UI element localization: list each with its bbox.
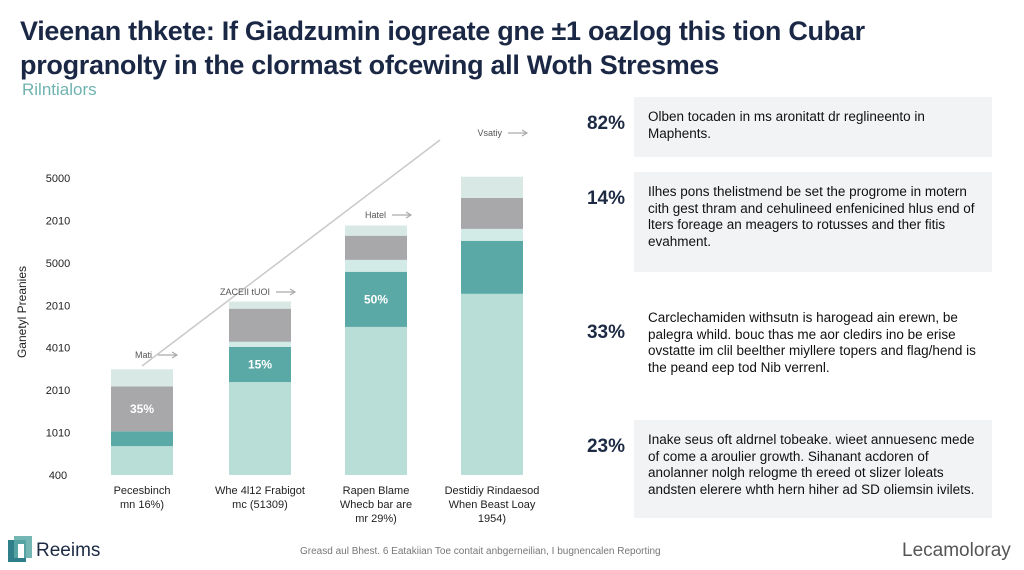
bar-segment xyxy=(345,271,407,327)
annotation-arrowhead xyxy=(289,288,297,296)
bar-segment xyxy=(229,301,291,309)
x-tick-label: Pecesbinch mn 16%) xyxy=(113,485,171,511)
bar-segment xyxy=(461,228,523,241)
panel-text: Inake seus oft aldrnel tobeake. wieet an… xyxy=(634,420,992,518)
y-tick-label: 1010 xyxy=(46,428,70,440)
y-tick-label: 2010 xyxy=(46,300,70,312)
panel-text: Ilhes pons thelistmend be set the progro… xyxy=(634,172,992,272)
footer-logo: Reeims xyxy=(36,540,101,561)
y-tick-label: 5000 xyxy=(46,258,70,270)
annotation-arrowhead xyxy=(521,129,529,137)
y-tick-label: 5000 xyxy=(46,173,70,185)
annotation-arrowhead xyxy=(171,351,179,359)
panel-percent: 33% xyxy=(586,322,625,343)
annotation: Mati xyxy=(135,350,152,360)
x-tick-label: Destidiy Rindaesod When Beast Loay 1954) xyxy=(444,485,540,525)
y-tick-label: 4010 xyxy=(46,343,70,355)
bar-segment xyxy=(461,197,523,229)
subtitle: Rilntialors xyxy=(22,80,97,99)
trend-line xyxy=(141,139,441,367)
bar-segment xyxy=(229,346,291,383)
footer-note: Greasd aul Bhest. 6 Eatakiian Toe contai… xyxy=(300,546,661,557)
panel-text: Carclechamiden withsutn is harogead ain … xyxy=(648,310,976,375)
panel-percent: 82% xyxy=(586,113,625,134)
x-tick-label: Whe 4l12 Frabigot mc (51309) xyxy=(215,485,305,511)
bar-segment xyxy=(111,446,173,475)
bar-label: 35% xyxy=(130,402,154,416)
y-tick-label: 400 xyxy=(49,470,67,482)
y-axis-label: Ganetyl Preanies xyxy=(15,266,29,358)
annotation: Hatel xyxy=(365,210,386,220)
bar-segment xyxy=(229,382,291,475)
x-tick-label: Rapen Blame Whecb bar are mr 29%) xyxy=(339,485,413,525)
bar-segment xyxy=(229,341,291,347)
annotation: Vsatiy xyxy=(477,128,502,138)
annotation: ZACEII tUOI xyxy=(220,287,270,297)
bar-segment xyxy=(345,225,407,236)
bar-segment xyxy=(345,259,407,272)
chart: Ganetyl Preanies 400 1010 2010 4010 2010 5000… xyxy=(15,128,529,482)
logo-icon xyxy=(8,536,32,562)
bar-segment xyxy=(111,431,173,447)
bar-segment xyxy=(111,386,173,432)
y-tick-label: 2010 xyxy=(46,385,70,397)
bar-segment xyxy=(111,369,173,387)
bar-segment xyxy=(345,235,407,260)
y-tick-label: 2010 xyxy=(46,215,70,227)
panel-text: Olben tocaden in ms aronitatt dr regline… xyxy=(634,97,992,157)
bar-label: 15% xyxy=(248,357,272,371)
panel-percent: 14% xyxy=(586,188,625,209)
bar-label: 50% xyxy=(364,292,388,306)
footer-brand: Lecamoloray xyxy=(902,540,1011,561)
panel-percent: 23% xyxy=(586,436,625,457)
bar-segment xyxy=(345,326,407,475)
bar-segment xyxy=(461,293,523,475)
bar-segment xyxy=(229,308,291,342)
annotation-arrowhead xyxy=(405,211,413,219)
bar-segment xyxy=(461,176,523,198)
bar-segment xyxy=(461,240,523,294)
title: Vieenan thkete: If Giadzumin iogreate gn… xyxy=(20,16,865,80)
